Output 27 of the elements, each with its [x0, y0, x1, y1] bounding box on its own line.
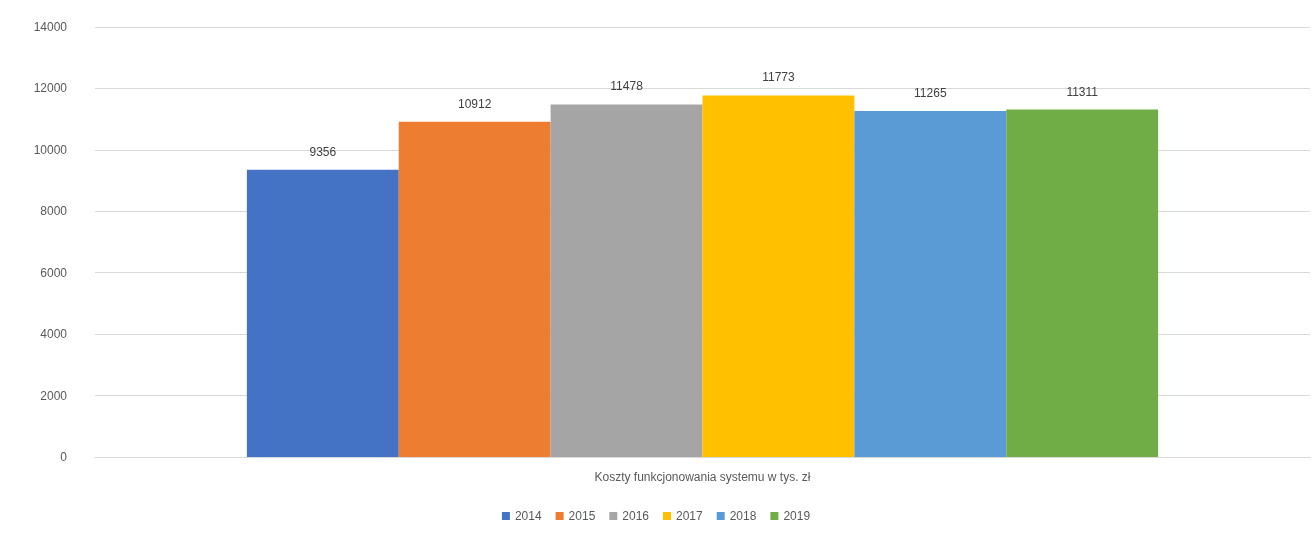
bar — [550, 104, 703, 457]
y-tick-label: 14000 — [33, 20, 68, 34]
legend-label: 2015 — [568, 509, 596, 523]
bar — [854, 111, 1007, 457]
bar — [246, 169, 399, 457]
data-label: 11311 — [1066, 84, 1099, 99]
y-tick-label: 12000 — [33, 81, 68, 96]
legend-label: 2018 — [729, 509, 757, 523]
y-tick-label: 2000 — [40, 388, 68, 403]
bar — [1006, 109, 1159, 457]
y-tick-label: 6000 — [40, 265, 68, 280]
data-label: 9356 — [309, 144, 337, 159]
data-label: 11265 — [914, 86, 947, 100]
data-label: 11773 — [762, 70, 795, 85]
legend-label: 2019 — [783, 509, 811, 523]
y-tick-label: 10000 — [33, 142, 68, 157]
legend-label: 2014 — [514, 509, 542, 523]
x-tick-label: Koszty funkcjonowania systemu w tys. zł — [594, 470, 811, 484]
legend-label: 2017 — [676, 509, 704, 523]
bar — [398, 121, 551, 457]
bar — [702, 95, 855, 457]
y-tick-label: 4000 — [40, 327, 68, 342]
data-label: 10912 — [458, 96, 492, 111]
legend-label: 2016 — [622, 509, 650, 523]
y-tick-label: 8000 — [40, 204, 68, 219]
y-tick-label: 0 — [60, 450, 68, 464]
data-label: 11478 — [610, 79, 644, 94]
